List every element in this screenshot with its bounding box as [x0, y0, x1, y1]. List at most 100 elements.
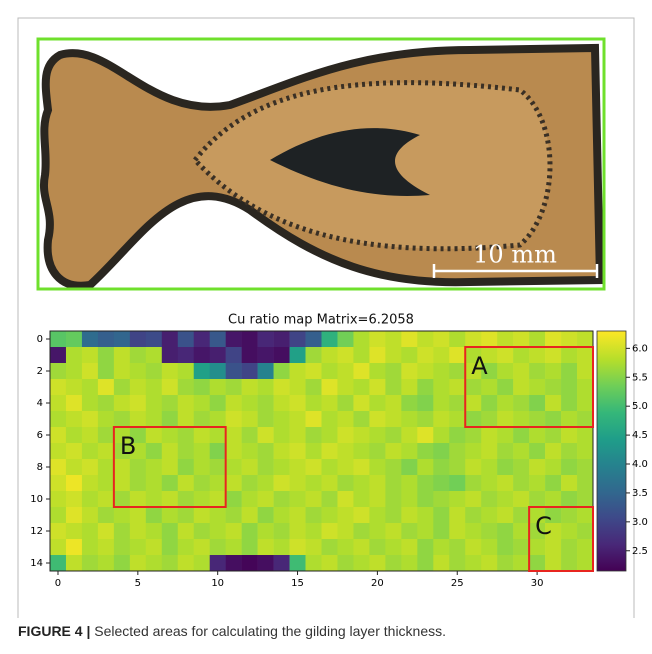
cell: [258, 539, 274, 555]
caption: FIGURE 4 | Selected areas for calculatin…: [18, 623, 446, 639]
cell: [274, 491, 290, 507]
cell: [465, 443, 481, 459]
cell: [194, 379, 210, 395]
cell: [226, 395, 242, 411]
cell: [577, 491, 593, 507]
cell: [306, 427, 322, 443]
cell: [194, 523, 210, 539]
cell: [353, 523, 369, 539]
cell: [274, 363, 290, 379]
cell: [50, 427, 66, 443]
cell: [162, 347, 178, 363]
cell: [369, 331, 385, 347]
cell: [369, 411, 385, 427]
cell: [162, 523, 178, 539]
cell: [577, 427, 593, 443]
cell: [417, 443, 433, 459]
cell: [210, 523, 226, 539]
cell: [226, 443, 242, 459]
colorbar-tick-label: 4.5: [632, 430, 648, 441]
cell: [258, 491, 274, 507]
cell: [226, 555, 242, 571]
cell: [242, 347, 258, 363]
cell: [417, 491, 433, 507]
cell: [98, 523, 114, 539]
cell: [353, 427, 369, 443]
cell: [433, 331, 449, 347]
cell: [481, 443, 497, 459]
x-tick-label: 20: [371, 578, 384, 589]
cell: [577, 475, 593, 491]
cell: [497, 443, 513, 459]
cell: [449, 331, 465, 347]
cell: [369, 427, 385, 443]
cell: [401, 427, 417, 443]
cell: [50, 555, 66, 571]
cell: [146, 443, 162, 459]
cell: [401, 475, 417, 491]
colorbar-tick-label: 3.5: [632, 488, 648, 499]
cell: [417, 379, 433, 395]
cell: [146, 395, 162, 411]
cell: [114, 523, 130, 539]
cell: [114, 507, 130, 523]
cell: [465, 395, 481, 411]
cell: [401, 411, 417, 427]
cell: [385, 411, 401, 427]
cell: [561, 363, 577, 379]
cell: [449, 427, 465, 443]
cell: [433, 395, 449, 411]
cell: [385, 507, 401, 523]
cell: [210, 331, 226, 347]
cell: [274, 379, 290, 395]
cell: [545, 395, 561, 411]
cell: [258, 507, 274, 523]
cell: [337, 459, 353, 475]
cell: [226, 475, 242, 491]
cell: [545, 427, 561, 443]
cell: [98, 475, 114, 491]
cell: [306, 507, 322, 523]
y-tick-label: 4: [37, 398, 43, 409]
cell: [465, 331, 481, 347]
caption-label: FIGURE 4 |: [18, 623, 90, 639]
cell: [337, 347, 353, 363]
caption-text: Selected areas for calculating the gildi…: [94, 623, 446, 639]
chart-title: Cu ratio map Matrix=6.2058: [228, 313, 414, 328]
cell: [226, 411, 242, 427]
cell: [258, 347, 274, 363]
cell: [146, 523, 162, 539]
cell: [194, 491, 210, 507]
cell: [433, 539, 449, 555]
cell: [449, 475, 465, 491]
cell: [497, 331, 513, 347]
cell: [322, 443, 338, 459]
cell: [306, 347, 322, 363]
cell: [242, 539, 258, 555]
cell: [401, 555, 417, 571]
cell: [178, 539, 194, 555]
cell: [353, 491, 369, 507]
cell: [50, 491, 66, 507]
cell: [98, 427, 114, 443]
cell: [353, 379, 369, 395]
cell: [417, 411, 433, 427]
cell: [385, 539, 401, 555]
cell: [577, 347, 593, 363]
cell: [433, 555, 449, 571]
cell: [82, 539, 98, 555]
cell: [561, 507, 577, 523]
cell: [130, 475, 146, 491]
cell: [242, 507, 258, 523]
cell: [290, 363, 306, 379]
cell: [274, 331, 290, 347]
cell: [66, 539, 82, 555]
cell: [194, 363, 210, 379]
x-tick-label: 10: [211, 578, 224, 589]
cell: [385, 395, 401, 411]
cell: [162, 411, 178, 427]
cell: [513, 459, 529, 475]
cell: [369, 539, 385, 555]
cell: [353, 475, 369, 491]
cell: [178, 475, 194, 491]
